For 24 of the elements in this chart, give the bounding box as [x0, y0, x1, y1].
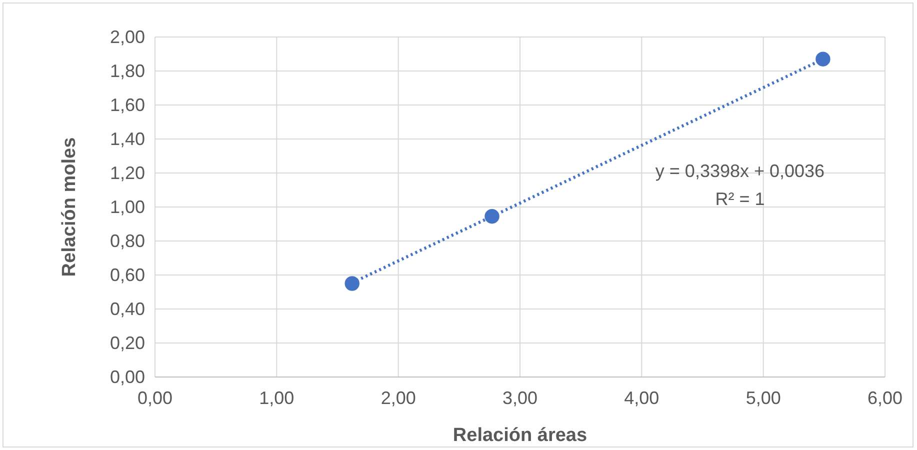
y-tick-label: 1,40 [110, 128, 145, 149]
y-tick-label: 1,00 [110, 196, 145, 217]
annotation: R² = 1 [715, 189, 765, 209]
y-tick-label: 2,00 [110, 26, 145, 47]
point [344, 276, 360, 291]
x-tick-label: 2,00 [380, 388, 416, 408]
y-tick-label: 1,80 [110, 60, 145, 81]
x-axis-title: Relación áreas [452, 425, 588, 446]
y-tick-label: 0,00 [110, 366, 145, 387]
y-tick-label: 0,60 [110, 264, 145, 285]
y-tick-label: 0,20 [110, 332, 145, 353]
annotation: y = 0,3398x + 0,0036 [655, 161, 825, 181]
x-tick-label: 3,00 [502, 388, 538, 408]
y-tick-label: 0,40 [110, 298, 145, 319]
x-tick-label: 5,00 [746, 388, 781, 408]
x-tick-label: 1,00 [259, 388, 294, 408]
x-tick-label: 6,00 [867, 388, 903, 408]
y-tick-label: 0,80 [110, 230, 145, 251]
y-tick-label: 1,60 [110, 94, 145, 115]
point [816, 52, 830, 66]
x-tick-label: 4,00 [624, 388, 660, 408]
y-tick-label: 1,20 [110, 162, 145, 183]
y-axis-title: Relación moles [59, 137, 80, 277]
x-tick-label: 0,00 [137, 388, 173, 408]
